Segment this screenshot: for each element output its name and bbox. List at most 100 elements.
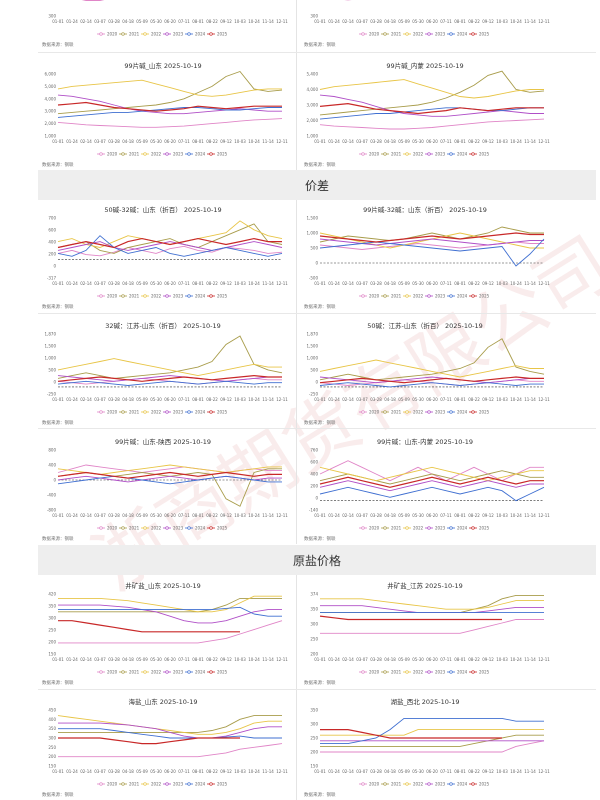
legend-item-2023[interactable]: 2023 [425,409,446,414]
legend-item-2023[interactable]: 2023 [425,31,446,36]
legend-item-2025[interactable]: 2025 [469,525,490,530]
legend-item-2021[interactable]: 2021 [381,31,402,36]
legend-item-2024[interactable]: 2024 [185,409,206,414]
x-tick-label: 07-11 [178,281,190,286]
legend-item-2021[interactable]: 2021 [119,781,140,786]
legend-item-2020[interactable]: 2020 [359,293,380,298]
legend-item-2025[interactable]: 2025 [207,151,228,156]
legend-item-2022[interactable]: 2022 [403,293,424,298]
legend-item-2022[interactable]: 2022 [403,525,424,530]
legend-item-2023[interactable]: 2023 [163,781,184,786]
legend-marker [143,670,147,674]
legend-item-2025[interactable]: 2025 [207,31,228,36]
legend-item-2025[interactable]: 2025 [207,781,228,786]
legend-item-2021[interactable]: 2021 [119,409,140,414]
legend-item-2022[interactable]: 2022 [403,669,424,674]
chart-source-label: 数据来源：钢联 [42,681,74,686]
legend-item-2020[interactable]: 2020 [97,669,118,674]
legend-item-2020[interactable]: 2020 [97,781,118,786]
legend-item-2025[interactable]: 2025 [207,409,228,414]
legend-item-2024[interactable]: 2024 [185,669,206,674]
legend-item-2021[interactable]: 2021 [119,525,140,530]
legend-item-2023[interactable]: 2023 [425,525,446,530]
legend-item-2023[interactable]: 2023 [163,293,184,298]
legend-item-2022[interactable]: 2022 [403,781,424,786]
legend-item-2025[interactable]: 2025 [207,669,228,674]
legend-item-2021[interactable]: 2021 [119,151,140,156]
legend-item-2024[interactable]: 2024 [185,31,206,36]
legend-item-2020[interactable]: 2020 [97,151,118,156]
legend-item-2022[interactable]: 2022 [141,151,162,156]
legend-item-2021[interactable]: 2021 [381,669,402,674]
legend-item-2023[interactable]: 2023 [425,293,446,298]
legend-item-2023[interactable]: 2023 [425,151,446,156]
legend-item-2025[interactable]: 2025 [469,31,490,36]
legend-item-2024[interactable]: 2024 [447,151,468,156]
legend-marker [361,670,365,674]
legend-item-2021[interactable]: 2021 [381,293,402,298]
legend-item-2022[interactable]: 2022 [141,31,162,36]
x-tick-label: 08-22 [206,769,218,774]
legend-item-2021[interactable]: 2021 [381,525,402,530]
legend-item-2020[interactable]: 2020 [359,31,380,36]
x-tick-label: 02-14 [342,513,354,518]
legend-item-2020[interactable]: 2020 [97,293,118,298]
legend-item-2021[interactable]: 2021 [381,781,402,786]
legend-item-2021[interactable]: 2021 [119,293,140,298]
legend-item-2023[interactable]: 2023 [163,31,184,36]
legend-item-2021[interactable]: 2021 [119,669,140,674]
legend-item-2021[interactable]: 2021 [381,151,402,156]
legend-item-2020[interactable]: 2020 [359,409,380,414]
legend-item-2022[interactable]: 2022 [403,409,424,414]
legend-item-2025[interactable]: 2025 [469,781,490,786]
legend-item-2020[interactable]: 2020 [97,31,118,36]
legend-item-2022[interactable]: 2022 [141,781,162,786]
legend-item-2022[interactable]: 2022 [403,31,424,36]
legend-label: 2025 [217,669,228,674]
legend-item-2025[interactable]: 2025 [469,669,490,674]
legend-item-2024[interactable]: 2024 [447,525,468,530]
x-tick-label: 05-09 [398,769,410,774]
legend-item-2020[interactable]: 2020 [359,525,380,530]
legend-item-2023[interactable]: 2023 [163,409,184,414]
legend-item-2024[interactable]: 2024 [447,31,468,36]
legend-item-2024[interactable]: 2024 [447,669,468,674]
legend-item-2024[interactable]: 2024 [185,781,206,786]
legend-item-2025[interactable]: 2025 [207,525,228,530]
legend-item-2025[interactable]: 2025 [469,409,490,414]
legend-item-2020[interactable]: 2020 [359,151,380,156]
legend-item-2023[interactable]: 2023 [163,151,184,156]
legend-item-2025[interactable]: 2025 [207,293,228,298]
legend-item-2025[interactable]: 2025 [469,293,490,298]
legend-item-2024[interactable]: 2024 [185,151,206,156]
x-tick-label: 11-14 [524,769,536,774]
legend-item-2020[interactable]: 2020 [359,669,380,674]
legend-item-2024[interactable]: 2024 [185,293,206,298]
x-tick-label: 12-11 [276,769,288,774]
legend-item-2020[interactable]: 2020 [359,781,380,786]
legend-label: 2022 [151,293,162,298]
legend-item-2022[interactable]: 2022 [141,669,162,674]
legend-item-2024[interactable]: 2024 [447,293,468,298]
legend-label: 2024 [195,525,206,530]
legend-item-2022[interactable]: 2022 [141,525,162,530]
legend-item-2021[interactable]: 2021 [119,31,140,36]
legend-item-2023[interactable]: 2023 [163,525,184,530]
legend-item-2021[interactable]: 2021 [381,409,402,414]
legend-item-2022[interactable]: 2022 [141,293,162,298]
legend-marker [427,32,431,36]
y-tick-label: -317 [47,276,57,281]
legend-item-2024[interactable]: 2024 [447,781,468,786]
legend-item-2023[interactable]: 2023 [163,669,184,674]
legend-item-2022[interactable]: 2022 [403,151,424,156]
x-tick-label: 11-14 [524,657,536,662]
legend-item-2025[interactable]: 2025 [469,151,490,156]
chart-svg: -140 0 200 400 600 760 01-01 01-24 02-14 03-07 03-… [309,448,550,531]
legend-item-2024[interactable]: 2024 [447,409,468,414]
legend-item-2024[interactable]: 2024 [185,525,206,530]
legend-item-2023[interactable]: 2023 [425,669,446,674]
legend-item-2022[interactable]: 2022 [141,409,162,414]
legend-item-2020[interactable]: 2020 [97,525,118,530]
legend-item-2023[interactable]: 2023 [425,781,446,786]
legend-item-2020[interactable]: 2020 [97,409,118,414]
